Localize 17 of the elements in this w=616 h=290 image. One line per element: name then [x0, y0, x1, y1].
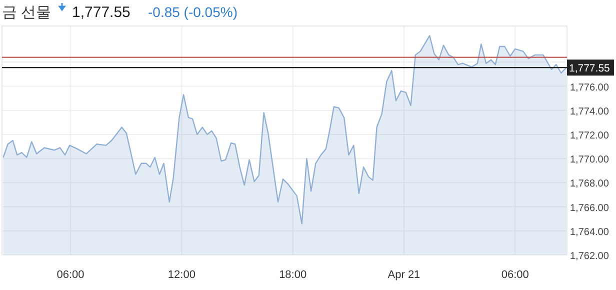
y-tick-label: 1,764.00 [570, 226, 610, 238]
y-tick-label: 1,772.00 [570, 130, 610, 142]
ref-line-label: 1,777.55 [569, 62, 610, 75]
y-tick-label: 1,774.00 [570, 106, 610, 118]
x-tick-label: 12:00 [168, 269, 196, 281]
x-tick-label: 06:00 [501, 269, 529, 281]
y-tick-label: 1,768.00 [570, 178, 610, 190]
x-tick-label: 06:00 [56, 269, 84, 281]
y-tick-label: 1,770.00 [570, 154, 610, 166]
y-tick-label: 1,766.00 [570, 202, 610, 214]
x-tick-label: 18:00 [279, 269, 307, 281]
text: 1,777.55 [72, 4, 130, 21]
x-tick-label: Apr 21 [388, 269, 420, 281]
y-tick-label: 1,762.00 [570, 251, 610, 262]
text: -0.85 (-0.05%) [148, 4, 238, 20]
chart-title: 금 선물 [2, 4, 52, 21]
y-tick-label: 1,776.00 [570, 82, 610, 94]
